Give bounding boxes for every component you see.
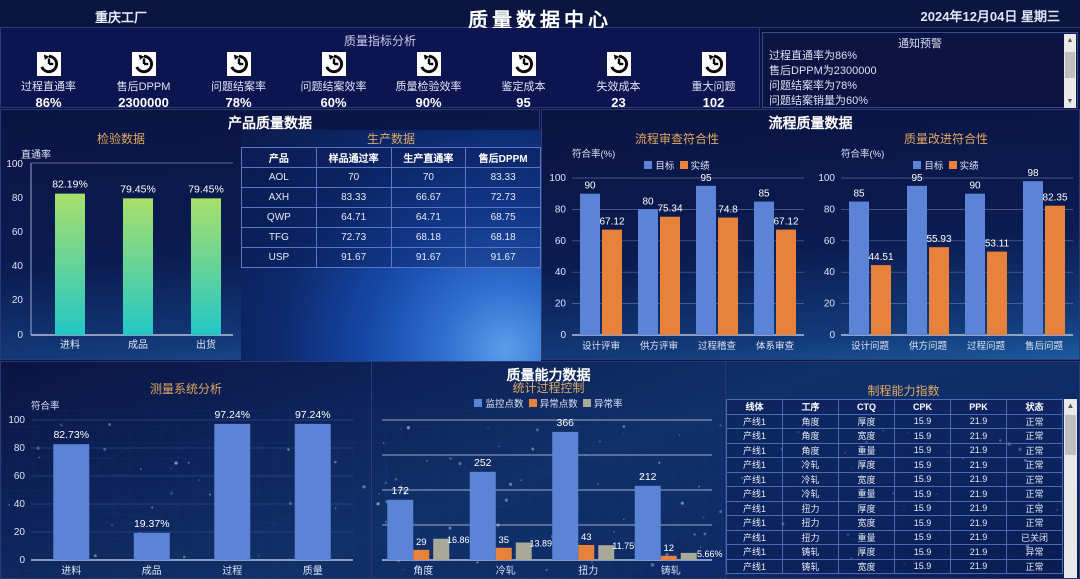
svg-text:79.45%: 79.45% [120,183,156,195]
svg-text:5.66%: 5.66% [697,549,723,559]
svg-text:40: 40 [555,267,567,278]
svg-text:40: 40 [14,499,26,510]
svg-text:252: 252 [474,457,492,469]
svg-text:角度: 角度 [413,564,433,577]
svg-text:67.12: 67.12 [773,217,798,228]
svg-text:60: 60 [824,236,836,247]
svg-text:97.24%: 97.24% [214,409,250,421]
svg-text:100: 100 [549,173,566,184]
svg-text:80: 80 [12,193,24,204]
svg-text:82.73%: 82.73% [53,429,89,441]
svg-text:75.34: 75.34 [657,204,682,215]
svg-text:60: 60 [12,227,24,238]
svg-text:直通率: 直通率 [21,148,51,161]
svg-text:铸轧: 铸轧 [661,564,681,577]
svg-text:44.51: 44.51 [868,252,893,263]
svg-text:售后问题: 售后问题 [1025,340,1064,352]
svg-text:79.45%: 79.45% [188,183,224,195]
svg-text:100: 100 [818,173,835,184]
svg-text:80: 80 [14,443,26,454]
svg-text:85: 85 [758,189,770,200]
svg-text:100: 100 [8,415,25,426]
svg-text:0: 0 [17,330,23,341]
svg-text:212: 212 [639,471,657,483]
svg-text:40: 40 [824,267,836,278]
svg-text:0: 0 [829,330,835,341]
svg-text:80: 80 [824,204,836,215]
svg-text:19.37%: 19.37% [134,518,170,530]
svg-text:0: 0 [560,330,566,341]
svg-text:82.35: 82.35 [1042,193,1067,204]
svg-text:过程稽查: 过程稽查 [698,340,737,352]
svg-text:60: 60 [555,236,567,247]
svg-text:29: 29 [416,537,427,548]
svg-text:43: 43 [581,532,592,543]
svg-text:供方评审: 供方评审 [640,340,678,352]
svg-text:98: 98 [1027,168,1039,179]
svg-text:20: 20 [824,299,836,310]
svg-text:172: 172 [391,485,409,497]
svg-text:质量: 质量 [303,565,323,577]
svg-text:80: 80 [642,196,654,207]
svg-text:55.93: 55.93 [926,234,951,245]
svg-text:出货: 出货 [196,338,216,351]
svg-text:体系审查: 体系审查 [756,340,795,352]
svg-text:90: 90 [969,181,981,192]
svg-text:85: 85 [853,189,865,200]
svg-text:82.19%: 82.19% [52,179,88,191]
svg-text:冷轧: 冷轧 [496,564,516,577]
svg-text:95: 95 [700,173,712,184]
svg-text:366: 366 [556,417,574,429]
svg-text:40: 40 [12,261,24,272]
svg-text:设计评审: 设计评审 [582,340,620,352]
svg-text:53.11: 53.11 [985,239,1010,250]
svg-text:成品: 成品 [142,565,162,577]
svg-text:35: 35 [498,535,509,546]
svg-text:80: 80 [555,204,567,215]
svg-text:进料: 进料 [60,338,80,351]
svg-text:进料: 进料 [61,564,81,577]
svg-text:供方问题: 供方问题 [909,340,948,352]
svg-text:12: 12 [663,543,674,554]
svg-text:20: 20 [12,295,24,306]
svg-text:20: 20 [14,527,26,538]
svg-text:过程问题: 过程问题 [967,340,1006,352]
svg-text:67.12: 67.12 [599,217,624,228]
svg-text:20: 20 [555,299,567,310]
svg-text:过程: 过程 [222,564,242,577]
svg-text:60: 60 [14,471,26,482]
svg-text:100: 100 [6,159,23,170]
svg-text:扭力: 扭力 [578,564,598,577]
svg-text:97.24%: 97.24% [295,409,331,421]
svg-text:90: 90 [584,181,596,192]
svg-text:95: 95 [911,173,923,184]
svg-text:成品: 成品 [128,339,148,351]
svg-text:74.8: 74.8 [718,205,738,216]
svg-text:0: 0 [19,555,25,566]
svg-text:设计问题: 设计问题 [851,340,890,352]
